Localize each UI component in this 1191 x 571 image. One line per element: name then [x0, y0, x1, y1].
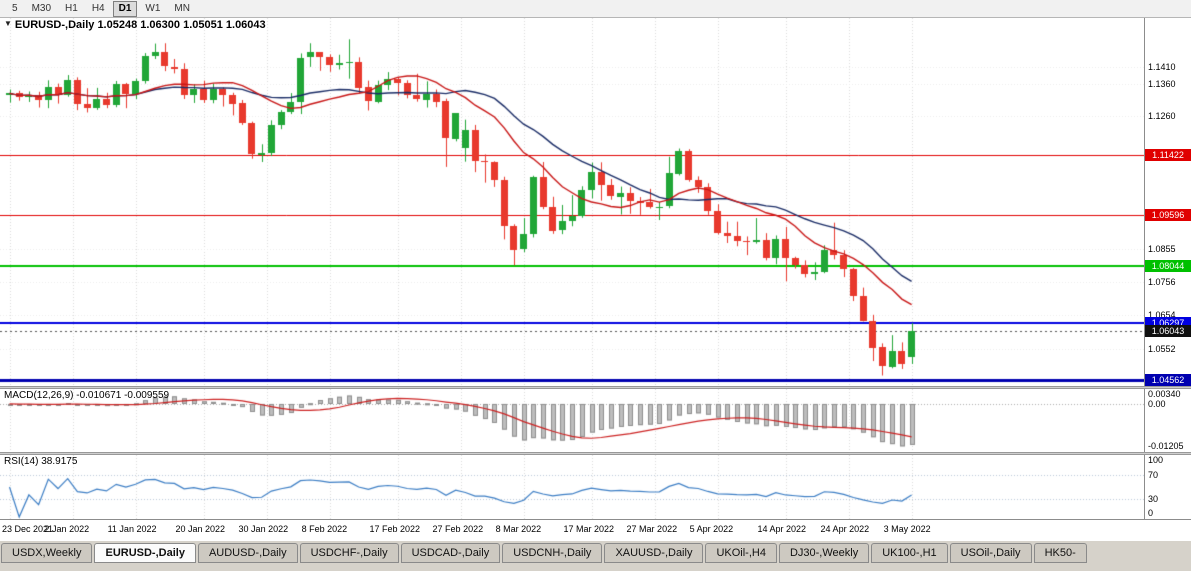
price-axis[interactable]: 1.1410 1.1360 1.1260 1.0855 1.0756 1.0654 1.05… — [1144, 18, 1191, 386]
chart-tab-usoil-daily[interactable]: USOil-,Daily — [949, 543, 1032, 563]
chart-tab-audusd-daily[interactable]: AUDUSD-,Daily — [197, 543, 298, 563]
macd-pane: 0.00340 0.00 -0.01205 MACD(12,26,9) -0.010… — [0, 389, 1191, 452]
rsi-axis[interactable]: 100 70 30 0 — [1144, 455, 1191, 519]
chart-tab-uk100-h1[interactable]: UK100-,H1 — [871, 543, 948, 563]
rsi-header: RSI(14) 38.9175 — [4, 456, 78, 467]
axis-tick-label: 1.0855 — [1148, 244, 1176, 255]
chart-tabs-bar: USDX,Weekly EURUSD-,Daily AUDUSD-,Daily USD… — [0, 540, 1191, 571]
timeframe-button-5[interactable]: 5 — [12, 2, 18, 14]
time-tick-label: 3 May 2022 — [883, 524, 931, 534]
axis-tick-label: 70 — [1148, 470, 1159, 480]
chart-tab-eurusd-daily[interactable]: EURUSD-,Daily — [94, 543, 196, 563]
time-tick-label: 5 Apr 2022 — [689, 524, 734, 534]
axis-tick-label: 100 — [1148, 455, 1164, 465]
axis-tick-label: 1.1260 — [1148, 111, 1176, 122]
time-tick-label: 27 Mar 2022 — [626, 524, 678, 534]
timeframe-button-w1[interactable]: W1 — [145, 2, 161, 14]
time-axis[interactable]: 23 Dec 2021 2 Jan 2022 11 Jan 2022 20 Jan 2… — [0, 519, 1191, 541]
time-tick-label: 17 Feb 2022 — [369, 524, 421, 534]
main-chart-pane: 1.1410 1.1360 1.1260 1.0855 1.0756 1.0654 1.05… — [0, 18, 1191, 386]
macd-axis[interactable]: 0.00340 0.00 -0.01205 — [1144, 389, 1191, 452]
rsi-pane: 100 70 30 0 RSI(14) 38.9175 — [0, 455, 1191, 519]
axis-tick-label: 30 — [1148, 494, 1159, 504]
timeframe-button-mn[interactable]: MN — [174, 2, 190, 14]
axis-tick-label: 0.00 — [1148, 398, 1166, 409]
time-tick-label: 2 Jan 2022 — [44, 524, 90, 534]
time-tick-label: 24 Apr 2022 — [820, 524, 870, 534]
axis-tick-label: 0 — [1148, 508, 1154, 518]
time-tick-label: 8 Feb 2022 — [301, 524, 348, 534]
chart-tab-hk50-[interactable]: HK50- — [1033, 543, 1087, 563]
time-tick-label: 20 Jan 2022 — [175, 524, 226, 534]
axis-tick-label: -0.01205 — [1148, 440, 1184, 451]
chart-tab-usdx-weekly[interactable]: USDX,Weekly — [1, 543, 93, 563]
symbol-menu-arrow-icon[interactable]: ▼ — [4, 19, 12, 28]
ohlc-header-text: EURUSD-,Daily 1.05248 1.06300 1.05051 1.… — [14, 19, 266, 31]
price-line-badge: 1.04562 — [1145, 374, 1191, 386]
timeframe-button-m30[interactable]: M30 — [31, 2, 52, 14]
timeframe-button-h4[interactable]: H4 — [91, 2, 105, 14]
rsi-canvas[interactable] — [0, 455, 1145, 519]
pane-separator[interactable] — [0, 452, 1191, 455]
chart-tab-usdcad-daily[interactable]: USDCAD-,Daily — [400, 543, 501, 563]
axis-tick-label: 1.0552 — [1148, 343, 1176, 354]
time-tick-label: 17 Mar 2022 — [563, 524, 615, 534]
price-line-badge: 1.09596 — [1145, 208, 1191, 221]
timeframe-button-d1[interactable]: D1 — [112, 0, 138, 17]
macd-canvas[interactable] — [0, 389, 1145, 452]
time-tick-label: 23 Dec 2021 — [2, 524, 54, 534]
chart-tab-dj30-weekly[interactable]: DJ30-,Weekly — [778, 543, 870, 563]
macd-header: MACD(12,26,9) -0.010671 -0.009559 — [4, 390, 170, 401]
price-line-badge: 1.08044 — [1145, 259, 1191, 272]
axis-tick-label: 1.0756 — [1148, 276, 1176, 287]
time-tick-label: 8 Mar 2022 — [495, 524, 542, 534]
time-tick-label: 11 Jan 2022 — [107, 524, 157, 534]
main-chart-canvas[interactable] — [0, 18, 1145, 386]
ohlc-header: ▼ EURUSD-,Daily 1.05248 1.06300 1.05051 1… — [4, 19, 266, 31]
chart-tab-xauusd-daily[interactable]: XAUUSD-,Daily — [604, 543, 704, 563]
time-tick-label: 14 Apr 2022 — [757, 524, 807, 534]
time-tick-label: 30 Jan 2022 — [238, 524, 289, 534]
axis-tick-label: 0.00340 — [1148, 389, 1181, 399]
axis-tick-label: 1.0654 — [1148, 310, 1176, 321]
axis-tick-label: 1.1360 — [1148, 78, 1176, 89]
chart-tab-usdcnh-daily[interactable]: USDCNH-,Daily — [502, 543, 603, 563]
chart-tab-ukoil-h4[interactable]: UKOil-,H4 — [705, 543, 777, 563]
timeframe-button-h1[interactable]: H1 — [65, 2, 78, 14]
price-line-badge: 1.06043 — [1145, 325, 1191, 338]
chart-tab-usdchf-daily[interactable]: USDCHF-,Daily — [299, 543, 399, 563]
price-line-badge: 1.11422 — [1145, 149, 1191, 162]
chart-area: 1.1410 1.1360 1.1260 1.0855 1.0756 1.0654 1.05… — [0, 18, 1191, 541]
axis-tick-label: 1.1410 — [1148, 62, 1176, 73]
time-tick-label: 27 Feb 2022 — [432, 524, 484, 534]
pane-separator[interactable] — [0, 386, 1191, 389]
timeframe-toolbar: 5 M30 H1 H4 D1 W1 MN — [0, 0, 1191, 18]
